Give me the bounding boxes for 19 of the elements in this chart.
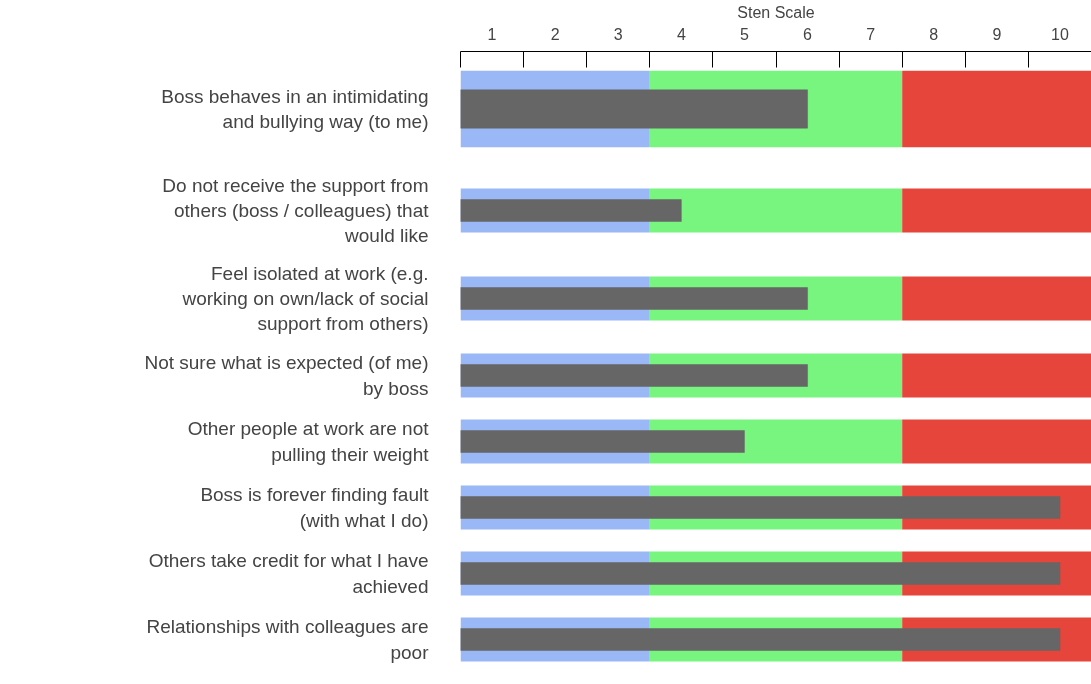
x-tick-label: 1 — [487, 25, 497, 43]
x-tick-label: 4 — [676, 25, 686, 43]
y-tick-label: Boss behaves in an intimidating and bullying way (to me) — [161, 85, 429, 133]
x-tick-label: 2 — [550, 25, 560, 43]
y-tick-label: Others take credit for what I have achieved — [148, 550, 429, 597]
y-tick-label: Other people at work are not pulling their weight — [187, 418, 430, 465]
x-tick-label: 8 — [929, 25, 939, 43]
y-tick-label: Not sure what is expected (of me) by boss — [144, 352, 429, 399]
x-tick-label: 6 — [803, 25, 813, 43]
x-axis-title: Sten Scale — [737, 3, 815, 21]
x-tick-label: 3 — [613, 25, 623, 43]
x-tick-label: 5 — [740, 25, 749, 43]
y-tick-label: Feel isolated at work (e.g. working on own/lack of social support from others) — [181, 262, 429, 335]
y-tick-label: Do not receive the support from others (boss / colleagues) that would like — [162, 174, 430, 247]
y-tick-label: Boss is forever finding fault (with what I do) — [200, 484, 430, 531]
x-tick-label: 7 — [866, 25, 876, 43]
x-tick-label: 9 — [992, 25, 1002, 43]
y-tick-label: Relationships with colleagues are poor — [146, 616, 430, 663]
x-tick-label: 10 — [1051, 25, 1069, 43]
